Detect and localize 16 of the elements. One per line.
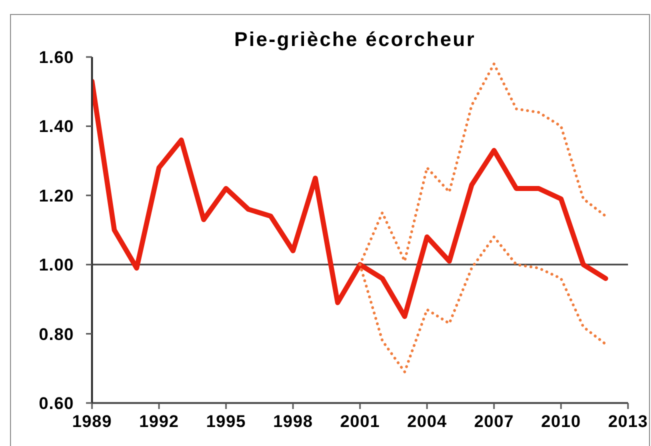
y-tick-label: 0.80 (38, 324, 74, 344)
x-tick-label: 2010 (541, 412, 581, 432)
y-tick-label: 1.40 (38, 117, 74, 136)
x-tick-label: 1989 (72, 412, 112, 432)
y-tick-label: 0.60 (38, 394, 74, 414)
y-tick-label: 1.60 (38, 48, 74, 68)
y-tick-label: 1.20 (38, 186, 74, 206)
y-tick-label: 1.00 (38, 256, 74, 275)
x-tick-label: 2013 (608, 412, 648, 432)
x-tick-label: 2007 (474, 412, 514, 432)
x-tick-label: 2004 (407, 412, 447, 432)
x-tick-label: 2001 (340, 412, 380, 432)
chart-title: Pie-grièche écorcheur (234, 28, 476, 52)
x-tick-label: 1992 (139, 412, 179, 432)
x-tick-label: 1995 (206, 412, 246, 432)
x-tick-label: 1998 (273, 412, 313, 432)
